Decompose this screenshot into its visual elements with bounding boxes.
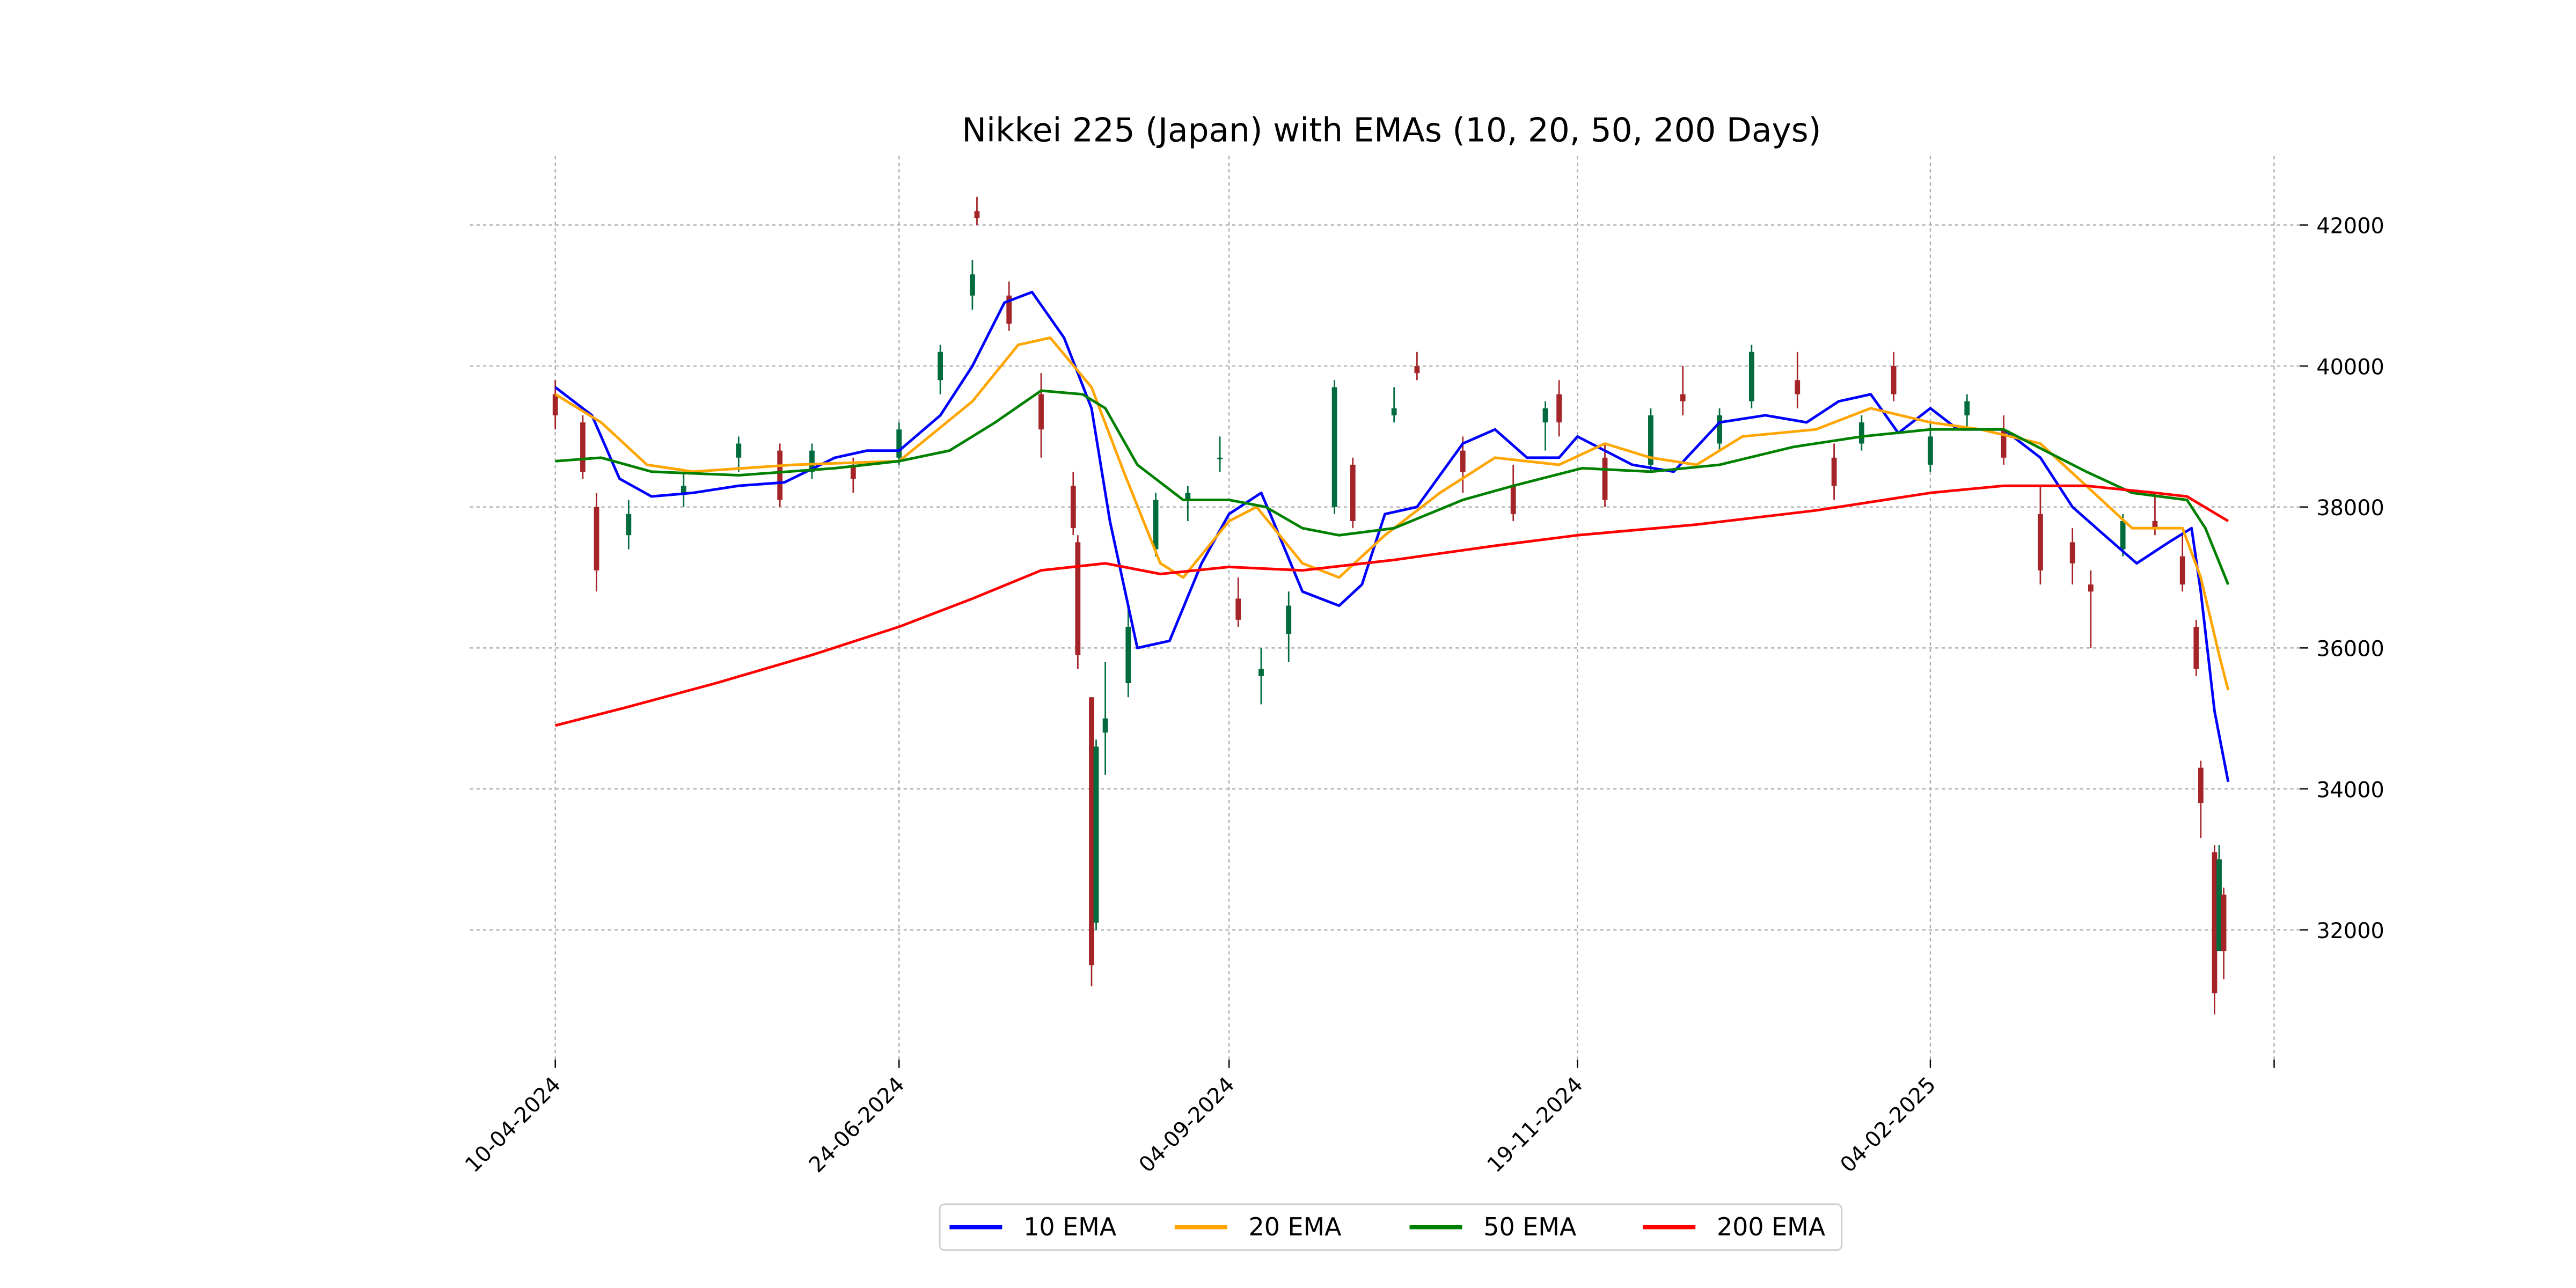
legend-label: 10 EMA (1023, 1212, 1117, 1241)
ema-line-200 (555, 484, 2229, 727)
candle-body (970, 274, 975, 296)
candle-body (1089, 697, 1094, 965)
candle-body (580, 422, 586, 472)
candle-body (1125, 626, 1131, 684)
candle-body (1748, 352, 1754, 401)
candle-body (2212, 852, 2218, 993)
candle-body (680, 486, 686, 493)
candle-body (2193, 626, 2199, 669)
legend-label: 50 EMA (1483, 1212, 1577, 1241)
candle-body (1795, 380, 1801, 394)
candle-body (1831, 457, 1837, 486)
ema-line-50 (555, 389, 2230, 586)
candle-body (2038, 514, 2043, 570)
candle-body (1964, 401, 1970, 415)
candle-body (1542, 408, 1548, 423)
candle-body (1510, 486, 1516, 514)
y-tick-label: 36000 (2316, 637, 2384, 662)
candle-body (1460, 450, 1466, 472)
candle-body (1217, 457, 1223, 459)
candle-body (552, 394, 558, 415)
candle-body (1006, 295, 1012, 324)
candle-body (1414, 366, 1420, 374)
candle-body (2069, 542, 2075, 564)
candle-body (850, 464, 856, 479)
candle-body (1093, 747, 1099, 923)
candle-body (896, 429, 902, 458)
candle-body (1286, 605, 1292, 634)
candle-body (1070, 486, 1076, 529)
candle-body (736, 443, 742, 458)
y-tick-label: 34000 (2316, 778, 2384, 802)
y-tick-label: 42000 (2316, 214, 2384, 239)
candle-body (2120, 521, 2126, 550)
chart-title: Nikkei 225 (Japan) with EMAs (10, 20, 50… (962, 111, 1821, 149)
candle-body (2088, 584, 2094, 592)
candle-body (2179, 556, 2185, 585)
grid (470, 156, 2300, 1060)
candle-body (777, 450, 783, 500)
x-tick-label: 19-11-2024 (1483, 1072, 1588, 1177)
x-tick-label: 04-02-2025 (1835, 1072, 1941, 1177)
candle-body (2001, 429, 2007, 458)
candle-body (1350, 464, 1356, 521)
candlesticks (552, 196, 2227, 1015)
candle-body (1858, 422, 1864, 444)
candle-body (1680, 394, 1686, 401)
candle-body (2221, 894, 2227, 952)
candle-body (1075, 542, 1081, 655)
candle-body (594, 507, 599, 570)
ema-lines (554, 290, 2230, 782)
candle-body (1648, 415, 1653, 465)
candle-body (1928, 436, 1933, 465)
candle-body (974, 211, 980, 218)
legend-label: 200 EMA (1717, 1212, 1826, 1241)
candle-body (2216, 859, 2222, 952)
candle-body (1331, 387, 1337, 507)
candle-body (1102, 718, 1108, 733)
legend-label: 20 EMA (1249, 1212, 1342, 1241)
x-tick-label: 04-09-2024 (1134, 1072, 1239, 1177)
candle-body (1235, 598, 1241, 620)
y-tick-label: 40000 (2316, 355, 2384, 379)
candle-body (1556, 394, 1562, 423)
candle-body (2152, 521, 2158, 529)
x-tick-label: 24-06-2024 (804, 1072, 910, 1177)
candle-body (626, 514, 632, 536)
candle-body (1891, 366, 1897, 394)
candle-body (1602, 457, 1608, 500)
candle-body (1038, 394, 1044, 430)
y-tick-label: 32000 (2316, 919, 2384, 943)
legend: 10 EMA 20 EMA 50 EMA 200 EMA (939, 1203, 1843, 1252)
x-tick-label: 10-04-2024 (460, 1072, 566, 1177)
axes: 32000 34000 36000 38000 40000 42000 10-04-2024… (460, 214, 2384, 1177)
candle-body (1391, 408, 1397, 415)
ema-line-20 (554, 336, 2230, 691)
candle-body (1185, 493, 1191, 500)
candle-body (809, 450, 815, 472)
candle-body (938, 352, 943, 380)
y-tick-label: 38000 (2316, 496, 2384, 521)
candle-body (1717, 415, 1722, 444)
candle-body (1153, 500, 1159, 550)
candle-body (2198, 767, 2204, 803)
candle-body (1258, 669, 1264, 676)
